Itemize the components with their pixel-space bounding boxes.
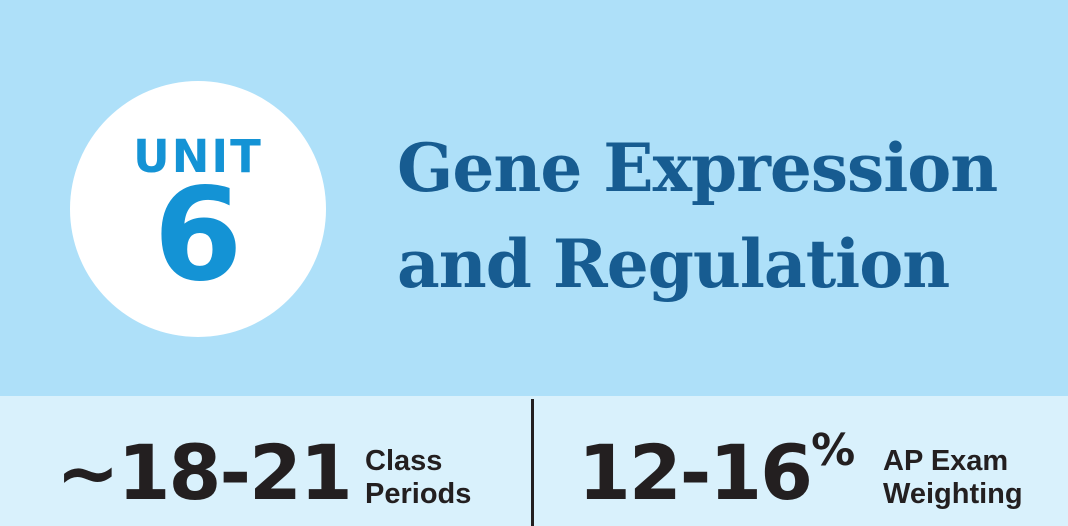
unit-badge (70, 81, 326, 337)
exam-weighting-label-line-2: Weighting (883, 478, 1023, 510)
stats-divider (531, 399, 534, 526)
unit-title: Gene Expression and Regulation (397, 120, 1057, 312)
percent-sign: % (811, 425, 856, 476)
class-periods-label-line-2: Periods (365, 478, 472, 510)
class-periods-value: ~18-21 (56, 428, 353, 517)
exam-weighting-value: 12-16% (578, 429, 855, 511)
stats-bar (0, 396, 1068, 526)
class-periods-label-line-1: Class (365, 445, 443, 477)
exam-weighting-label: AP Exam Weighting (883, 445, 1023, 511)
exam-weighting-label-line-1: AP Exam (883, 445, 1009, 477)
unit-title-line-1: Gene Expression (397, 129, 998, 207)
unit-number: 6 (153, 161, 243, 310)
exam-weighting-number: 12-16 (578, 428, 813, 517)
class-periods-label: Class Periods (365, 445, 471, 511)
unit-label: UNIT (133, 130, 263, 183)
unit-title-line-2: and Regulation (397, 225, 950, 303)
